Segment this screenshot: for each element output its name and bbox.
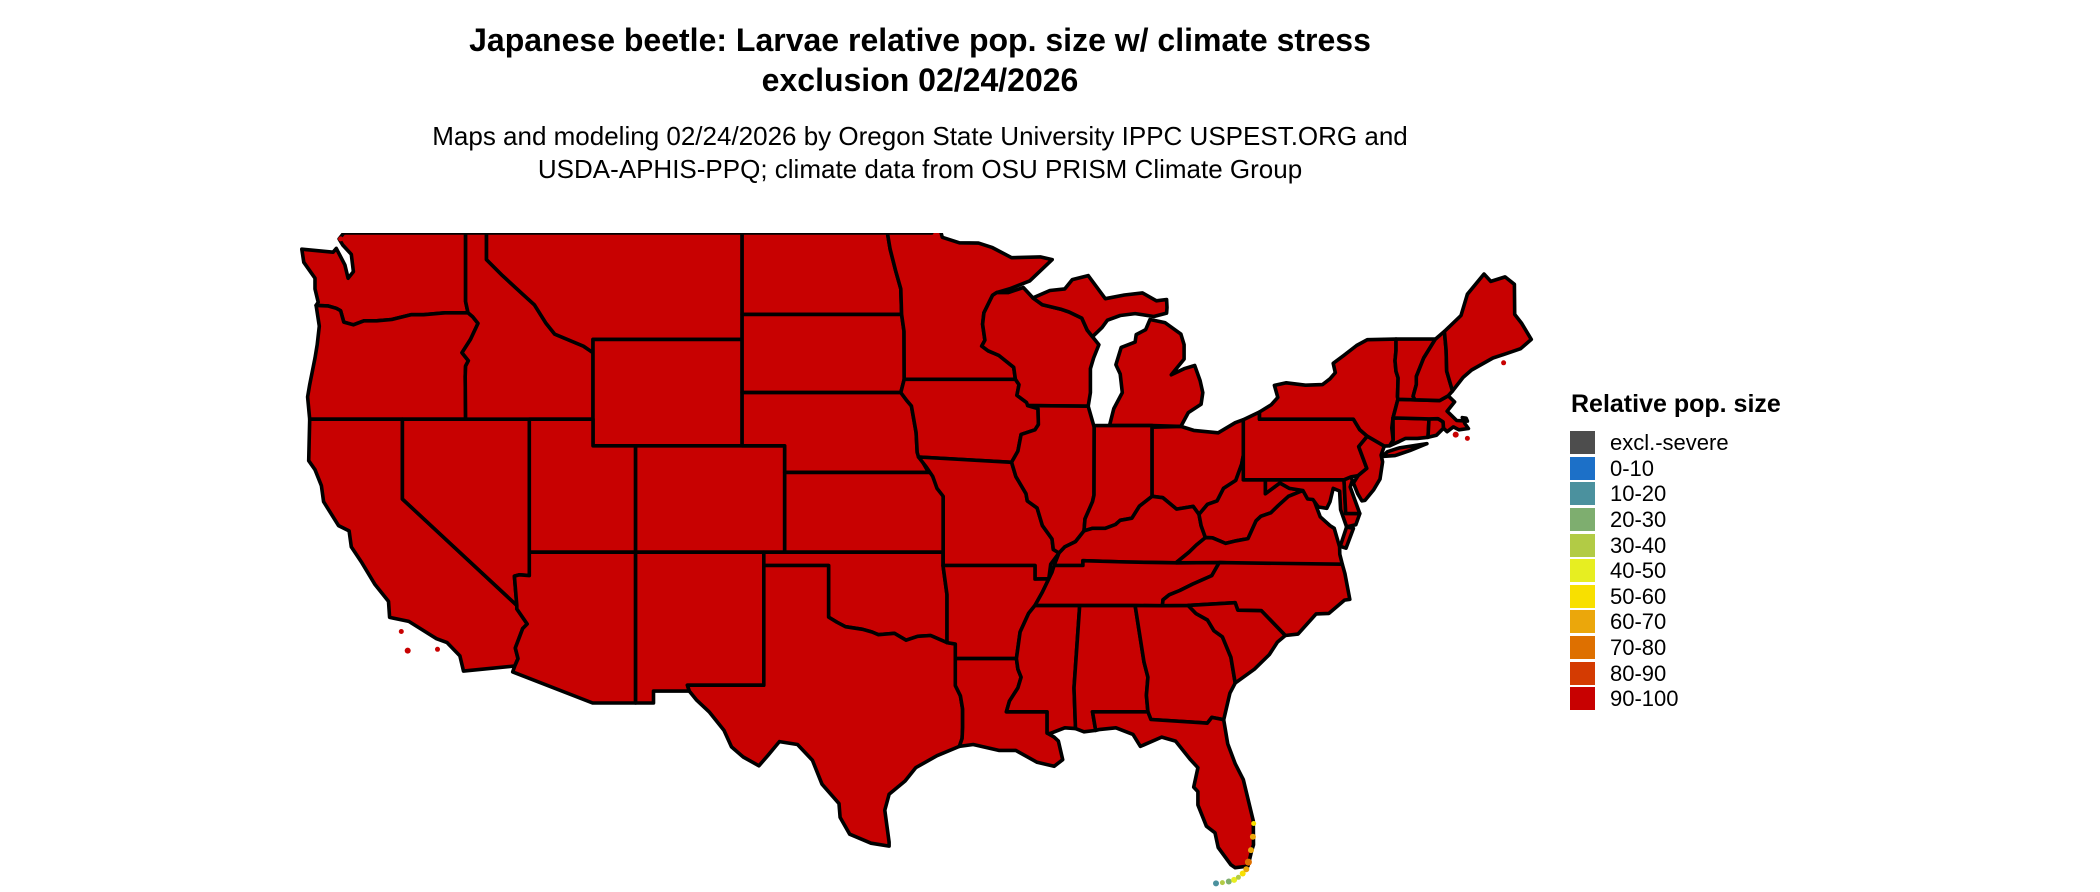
legend-item: 70-80 xyxy=(1570,635,1850,661)
state-co xyxy=(633,444,787,554)
legend-swatch xyxy=(1570,533,1595,557)
coastal-cell xyxy=(404,647,411,654)
legend-swatch xyxy=(1570,431,1595,455)
coastal-cell xyxy=(1501,360,1507,366)
state-sd xyxy=(740,312,906,395)
legend-swatch xyxy=(1570,661,1595,685)
legend-label: 30-40 xyxy=(1610,532,1667,558)
state-az xyxy=(510,550,638,705)
legend-swatch xyxy=(1570,636,1595,660)
legend-label: 90-100 xyxy=(1610,686,1679,712)
state-mi xyxy=(1107,317,1205,429)
us-choropleth-map xyxy=(300,233,1534,887)
coastal-cell xyxy=(1219,880,1225,886)
coastal-cell xyxy=(1235,874,1241,880)
legend-item: 50-60 xyxy=(1570,584,1850,610)
legend-label: 10-20 xyxy=(1610,481,1667,507)
state-fl xyxy=(1090,710,1256,870)
legend-swatch xyxy=(1570,456,1595,480)
state-va xyxy=(1174,488,1345,567)
state-ct xyxy=(1387,416,1431,448)
state-ma xyxy=(1391,394,1471,434)
coastal-cell xyxy=(398,629,404,634)
legend-item: 30-40 xyxy=(1570,532,1850,558)
coastal-cell xyxy=(1249,833,1256,840)
legend-swatch xyxy=(1570,610,1595,634)
coastal-cell xyxy=(1231,876,1238,883)
coastal-cell xyxy=(1464,435,1470,441)
coastal-cell xyxy=(1244,858,1252,866)
legend-label: 40-50 xyxy=(1610,558,1667,584)
legend-item: 10-20 xyxy=(1570,481,1850,507)
state-pa xyxy=(1241,410,1370,482)
legend-item: 60-70 xyxy=(1570,609,1850,635)
legend-label: 50-60 xyxy=(1610,583,1667,609)
state-ks xyxy=(782,470,945,554)
legend-item: 20-30 xyxy=(1570,507,1850,533)
state-li xyxy=(1380,441,1429,459)
state-me xyxy=(1442,272,1534,393)
credits-line-1: Maps and modeling 02/24/2026 by Oregon S… xyxy=(432,121,1408,151)
legend-item: 80-90 xyxy=(1570,660,1850,686)
coastal-cell xyxy=(1213,880,1219,887)
legend-label: 70-80 xyxy=(1610,635,1667,661)
legend-label: 0-10 xyxy=(1610,455,1655,481)
legend-label: 20-30 xyxy=(1610,507,1667,533)
state-sc xyxy=(1186,600,1288,685)
coastal-cell xyxy=(1251,821,1257,826)
state-nm xyxy=(633,550,766,705)
legend-swatch xyxy=(1570,559,1595,583)
state-wy xyxy=(591,337,744,448)
legend-label: 60-70 xyxy=(1610,609,1667,635)
coastal-cell xyxy=(1225,878,1232,885)
legend-title: Relative pop. size xyxy=(1571,390,1781,418)
legend-item: 40-50 xyxy=(1570,558,1850,584)
state-nd xyxy=(740,233,904,317)
coastal-cell xyxy=(1243,866,1250,873)
coastal-cell xyxy=(1248,847,1254,854)
credits-line-2: USDA-APHIS-PPQ; climate data from OSU PR… xyxy=(537,154,1303,184)
legend-item: 0-10 xyxy=(1570,456,1850,482)
state-or xyxy=(305,303,480,421)
legend-swatch xyxy=(1570,482,1595,506)
coastal-cell xyxy=(1452,431,1459,438)
title-line-2: exclusion 02/24/2026 xyxy=(761,62,1079,98)
state-va_es xyxy=(1338,525,1356,550)
legend-item: excl.-severe xyxy=(1570,430,1850,456)
coastal-cell xyxy=(338,236,344,242)
legend-item: 90-100 xyxy=(1570,686,1850,712)
coastal-cell xyxy=(1239,870,1246,877)
legend-label: 80-90 xyxy=(1610,660,1667,686)
legend: Relative pop. size excl.-severe 0-10 10-20… xyxy=(1570,390,1850,712)
legend-label: excl.-severe xyxy=(1610,430,1729,456)
title-line-1: Japanese beetle: Larvae relative pop. si… xyxy=(469,22,1371,58)
state-mi_up xyxy=(1031,273,1169,339)
page-title: Japanese beetle: Larvae relative pop. si… xyxy=(0,20,1840,100)
legend-swatch xyxy=(1570,687,1595,711)
map-credits: Maps and modeling 02/24/2026 by Oregon S… xyxy=(0,120,1840,186)
legend-swatch xyxy=(1570,584,1595,608)
legend-items: excl.-severe 0-10 10-20 20-30 30-40 40-50 50-6… xyxy=(1570,430,1850,712)
coastal-cell xyxy=(435,646,440,652)
state-tx xyxy=(685,563,965,848)
legend-swatch xyxy=(1570,508,1595,532)
